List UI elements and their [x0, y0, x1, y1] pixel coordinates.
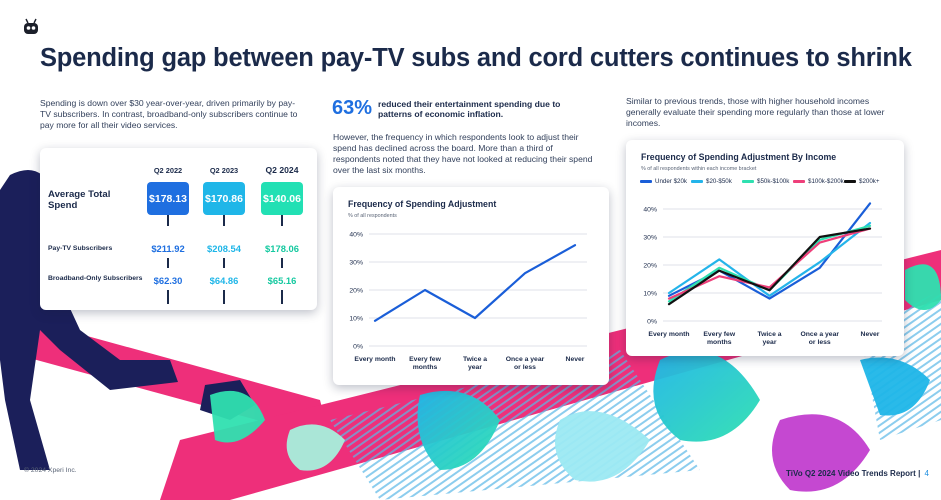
chart-legend: Under $20k $20-$50k $50k-$100k $100k-$20… [640, 178, 895, 185]
footer-separator: | [918, 469, 921, 478]
x-tick-label: Never [861, 331, 880, 338]
column-header: Q2 2023 [209, 166, 239, 175]
x-tick-label: Every few months [703, 331, 735, 346]
legend-label: $20-$50k [706, 178, 732, 185]
paytv-2024: $178.06 [265, 243, 299, 254]
inflation-stat: 63% reduced their entertainment spending… [332, 97, 568, 120]
series-line-0 [373, 244, 577, 322]
y-tick-label: 10% [643, 291, 657, 298]
legend-item: $50k-$100k [742, 178, 793, 185]
paytv-label: Pay-TV Subscribers [48, 245, 113, 252]
x-tick-label: Twice a year [463, 356, 487, 371]
connector-line [223, 215, 225, 226]
y-tick-label: 40% [643, 207, 657, 214]
y-tick-label: 20% [349, 288, 363, 295]
connector-line [167, 258, 169, 268]
intro-left-text: Spending is down over $30 year-over-year… [40, 98, 298, 130]
connector-line [167, 215, 169, 226]
y-tick-label: 20% [643, 263, 657, 270]
stat-value: 63% [332, 97, 373, 119]
y-tick-label: 0% [353, 344, 363, 351]
connector-line [167, 290, 169, 304]
chart-subtitle: % of all respondents within each income … [641, 166, 757, 172]
paytv-2023: $208.54 [207, 243, 241, 254]
total-spend-2023: $170.86 [203, 182, 245, 215]
column-header: Q2 2024 [265, 165, 299, 175]
series-line-4 [667, 227, 872, 306]
chart-title: Frequency of Spending Adjustment By Inco… [641, 152, 837, 162]
broadband-label: Broadband-Only Subscribers [48, 275, 143, 282]
broadband-2022: $62.30 [153, 275, 183, 286]
series-line-1 [667, 221, 872, 297]
legend-swatch [691, 180, 703, 183]
spending-adjustment-chart: 0% 10% 20% 30% 40% Every month Every few months… [349, 232, 587, 371]
connector-line [281, 290, 283, 304]
column-header: Q2 2022 [153, 166, 183, 175]
legend-item: Under $20k [640, 178, 691, 185]
spending-adjustment-chart-card: Frequency of Spending Adjustment % of al… [333, 187, 609, 385]
x-tick-label: Once a year or less [506, 356, 545, 371]
legend-label: Under $20k [655, 178, 687, 185]
connector-line [223, 258, 225, 268]
x-tick-label: Once a year or less [800, 331, 839, 346]
x-tick-label: Every few months [409, 356, 441, 371]
broadband-2024: $65.16 [267, 275, 297, 286]
income-chart-card: Frequency of Spending Adjustment By Inco… [626, 140, 904, 356]
legend-swatch [793, 180, 805, 183]
legend-item: $100k-$200k [793, 178, 844, 185]
paytv-2022: $211.92 [151, 243, 185, 254]
legend-label: $50k-$100k [757, 178, 790, 185]
connector-line [281, 215, 283, 226]
page-number: 4 [924, 469, 929, 478]
total-spend-2022: $178.13 [147, 182, 189, 215]
y-tick-label: 10% [349, 316, 363, 323]
legend-swatch [742, 180, 754, 183]
income-chart: 0% 10% 20% 30% 40% Every month Every few months… [643, 202, 882, 346]
x-tick-label: Every month [354, 356, 395, 363]
average-spend-card: Q2 2022 Q2 2023 Q2 2024 Average Total Sp… [40, 148, 317, 310]
copyright: © 2024 Xperi Inc. [24, 467, 77, 474]
y-tick-label: 0% [647, 319, 657, 326]
report-footer: TiVo Q2 2024 Video Trends Report | 4 [786, 469, 929, 478]
legend-swatch [640, 180, 652, 183]
x-tick-label: Never [566, 356, 585, 363]
report-name: TiVo Q2 2024 Video Trends Report [786, 469, 916, 478]
tivo-logo-icon [24, 18, 38, 34]
page-title: Spending gap between pay-TV subs and cor… [40, 44, 912, 72]
legend-item: $200k+ [844, 178, 895, 185]
y-tick-label: 30% [643, 235, 657, 242]
intro-mid-text: However, the frequency in which responde… [333, 132, 593, 175]
x-tick-label: Twice a year [757, 331, 781, 346]
intro-right-text: Similar to previous trends, those with h… [626, 96, 885, 128]
broadband-2023: $64.86 [209, 275, 239, 286]
total-spend-label: Average Total Spend [48, 189, 111, 211]
chart-title: Frequency of Spending Adjustment [348, 199, 497, 209]
stat-text: reduced their entertainment spending due… [378, 99, 561, 119]
y-tick-label: 30% [349, 260, 363, 267]
total-spend-2024: $140.06 [261, 182, 303, 215]
legend-item: $20-$50k [691, 178, 742, 185]
x-tick-label: Every month [648, 331, 689, 338]
chart-subtitle: % of all respondents [348, 213, 397, 219]
series-line-3 [667, 227, 872, 300]
legend-swatch [844, 180, 856, 183]
legend-label: $200k+ [859, 178, 880, 185]
connector-line [223, 290, 225, 304]
connector-line [281, 258, 283, 268]
y-tick-label: 40% [349, 232, 363, 239]
legend-label: $100k-$200k [808, 178, 844, 185]
